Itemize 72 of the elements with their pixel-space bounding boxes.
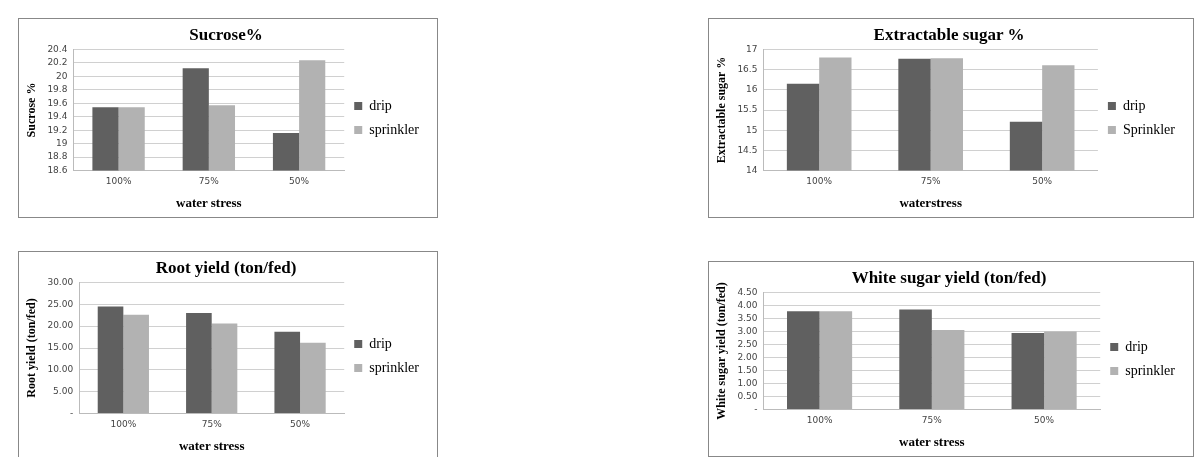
chart-title: Sucrose% — [189, 24, 263, 44]
y-tick-label: 19.8 — [47, 84, 68, 95]
y-tick-label: 14 — [745, 164, 758, 175]
y-tick-label: 0.50 — [737, 390, 758, 401]
legend-label: drip — [369, 335, 392, 351]
y-tick-label: 3.50 — [737, 312, 758, 323]
y-tick-label: 3.00 — [737, 325, 758, 336]
y-tick-label: 20.4 — [47, 43, 68, 54]
y-tick-label: 2.50 — [737, 338, 758, 349]
legend-label: sprinkler — [369, 359, 420, 375]
x-tick-label: 75% — [920, 176, 942, 187]
x-tick-label: 75% — [198, 176, 220, 187]
x-tick-label: 75% — [921, 415, 943, 426]
x-tick-label: 100% — [806, 176, 833, 187]
legend-label: sprinkler — [369, 121, 420, 137]
y-tick-label: 15.00 — [47, 342, 74, 353]
bar — [186, 313, 212, 414]
y-tick-label: 18.8 — [47, 151, 68, 162]
x-tick-label: 50% — [1032, 176, 1053, 187]
legend-label: drip — [1125, 338, 1148, 354]
x-axis-title: water stress — [176, 194, 242, 210]
y-tick-label: 19.2 — [47, 124, 68, 135]
y-tick-label: 2.00 — [737, 351, 758, 362]
y-axis-title: Sucrose % — [24, 82, 39, 138]
x-tick-label: 100% — [806, 415, 833, 426]
x-tick-label: 50% — [290, 419, 311, 430]
y-tick-label: 18.6 — [47, 164, 68, 175]
y-tick-label: 25.00 — [47, 298, 74, 309]
bar — [787, 311, 820, 410]
x-axis-title: waterstress — [899, 194, 962, 210]
y-tick-label: 19.6 — [47, 97, 68, 108]
y-tick-label: 20.2 — [47, 57, 68, 68]
y-tick-label: 14.5 — [737, 144, 758, 155]
bar — [274, 331, 301, 414]
chart-title: White sugar yield (ton/fed) — [851, 267, 1047, 287]
y-tick-label: 20.00 — [47, 320, 74, 331]
x-tick-label: 50% — [289, 176, 310, 187]
legend-label: drip — [369, 97, 392, 113]
y-tick-label: 15 — [745, 124, 758, 135]
legend-label: sprinkler — [1125, 362, 1176, 378]
y-tick-label: 4.00 — [737, 299, 758, 310]
legend-label: drip — [1122, 97, 1146, 113]
x-tick-label: 50% — [1034, 415, 1055, 426]
x-tick-label: 100% — [110, 419, 137, 430]
chart-title: Root yield (ton/fed) — [155, 257, 297, 277]
x-tick-label: 75% — [201, 419, 223, 430]
x-tick-label: 100% — [105, 176, 132, 187]
x-axis-title: water stress — [899, 433, 965, 449]
y-tick-label: 17 — [745, 43, 758, 54]
y-axis-title: Extractable sugar % — [714, 56, 729, 164]
y-tick-label: 19.4 — [47, 111, 68, 122]
bar — [97, 306, 124, 414]
legend-label: Sprinkler — [1122, 121, 1176, 137]
bar — [1011, 333, 1045, 410]
y-tick-label: 5.00 — [53, 386, 74, 397]
y-tick-label: 4.50 — [737, 286, 758, 297]
y-tick-label: 1.00 — [737, 377, 758, 388]
y-tick-label: 16.5 — [737, 63, 758, 74]
y-tick-label: 10.00 — [47, 364, 74, 375]
y-tick-label: 16 — [745, 84, 758, 95]
bar — [899, 309, 932, 410]
y-tick-label: 20 — [55, 70, 68, 81]
y-tick-label: 30.00 — [47, 276, 74, 287]
x-axis-title: water stress — [178, 437, 245, 453]
y-axis-title: White sugar yield (ton/fed) — [714, 282, 729, 420]
y-tick-label: 19 — [55, 138, 68, 149]
chart-title: Extractable sugar % — [873, 24, 1025, 44]
y-tick-label: - — [754, 403, 758, 414]
y-axis-title: Root yield (ton/fed) — [24, 298, 39, 398]
y-tick-label: 1.50 — [737, 364, 758, 375]
y-tick-label: - — [69, 407, 74, 418]
y-tick-label: 15.5 — [737, 104, 758, 115]
